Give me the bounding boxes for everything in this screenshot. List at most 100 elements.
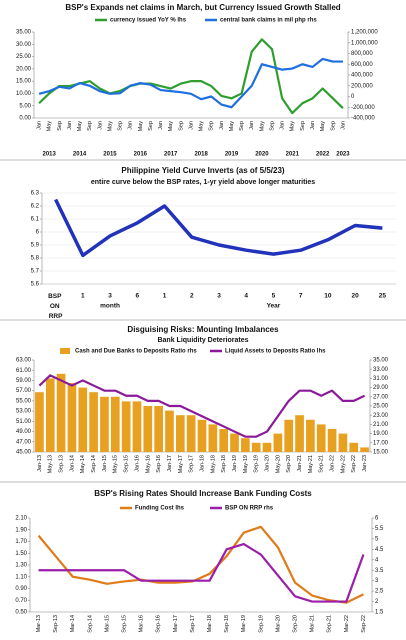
year-label: 2019 [225,152,239,158]
y-tick-label: 59.00 [16,378,32,384]
year-label: 2017 [164,152,178,158]
x-tick-label: May-14 [80,455,86,473]
x-tick-label: May-13 [48,455,54,473]
series-line [38,543,365,603]
bar [349,442,359,452]
bar [262,442,272,452]
x-tick-label: Jan [310,121,316,130]
y-tick-label: 35.00 [16,30,32,36]
y-tick-label: 61.00 [16,368,32,374]
series-line [38,374,366,438]
bar [56,373,66,452]
y-tick-label: 6.1 [31,217,40,223]
x-tick-label: Mar-22 [344,615,350,632]
x-tick-label: Mar-19 [241,615,247,632]
x-tick-label: May-20 [275,455,281,473]
group-label: Year [267,303,281,310]
year-label: 2022 [316,152,330,158]
x-tick-label: Sep-19 [254,455,260,473]
x-tick-label: Mar-14 [70,615,76,632]
x-tick-label: Mar-20 [275,615,281,632]
x-tick-label: Sep [57,121,63,131]
bar [67,383,77,452]
bar [208,424,218,452]
y-tick-label: 1.50 [15,551,27,557]
y2-tick-label: 600,000 [351,62,373,68]
bar [219,429,229,452]
x-tick-label: Sep-21 [319,455,325,473]
series-line [54,198,383,258]
x-tick-label: Sep [269,121,275,131]
x-tick-label: Sep-15 [122,615,128,633]
y-tick-label: 1.30 [15,563,27,569]
y-tick-label: 2.10 [15,516,27,522]
y-tick-label: 6.3 [31,191,40,197]
y2-tick-label: 35.00 [373,358,389,364]
bar [35,392,44,452]
group-label: month [100,303,120,310]
series-line [38,38,344,115]
bar [273,433,283,452]
bar [110,396,120,452]
bar [154,406,163,452]
x-tick-label: May [290,121,296,132]
chart-title: BSP's Expands net claims in March, but C… [65,3,340,12]
x-tick-label: Sep-14 [87,615,93,633]
y2-tick-label: 1,200,000 [351,30,378,36]
bar [316,424,326,452]
x-tick-label: Sep-18 [224,615,230,633]
y-tick-label: 5.00 [19,103,31,109]
chart-title: BSP's Rising Rates Should Increase Bank … [94,489,312,498]
x-tick-label: 2 [190,293,194,300]
bar [100,396,109,452]
x-tick-label: Mar-13 [36,615,42,632]
bar [132,401,142,452]
y2-tick-label: 17.00 [373,440,389,446]
y-tick-label: 6.2 [31,204,40,210]
legend-label: Funding Cost lhs [135,506,185,512]
bar [197,419,207,452]
x-tick-label: 20 [352,293,360,300]
bar [175,415,185,452]
x-tick-label: Jan-20 [264,455,270,472]
bar [230,433,239,452]
x-tick-label: BSP ON RRP [48,293,63,320]
y2-tick-label: 4.5 [375,547,384,553]
x-tick-label: Sep [148,121,154,131]
y2-tick-label: 31.00 [373,376,389,382]
x-tick-label: 6 [135,293,139,300]
x-tick-label: Jan-18 [199,455,205,472]
x-tick-label: Sep [330,121,336,131]
bar [143,406,153,452]
x-tick-label: 25 [379,293,387,300]
y-tick-label: 53.00 [16,409,32,415]
y2-tick-label: 1.5 [375,610,384,616]
y-tick-label: 5.8 [31,256,40,262]
year-label: 2013 [43,152,57,158]
x-tick-label: Sep-14 [91,455,97,473]
bar [338,433,348,452]
x-tick-label: May [199,121,205,132]
y2-tick-label: 3.5 [375,568,384,574]
x-tick-label: Sep-19 [258,615,264,633]
bar [165,410,174,452]
year-label: 2014 [73,152,87,158]
y-tick-label: 5.9 [31,243,40,249]
x-tick-label: Jan-17 [167,455,173,472]
y-tick-label: 20.00 [16,66,32,72]
x-tick-label: Sep [209,121,215,131]
y-tick-label: 6 [36,230,40,236]
x-tick-label: May [77,121,83,132]
y2-tick-label: 27.00 [373,394,389,400]
x-tick-label: Sep-15 [124,455,130,473]
y-tick-label: 47.00 [16,439,32,445]
x-tick-label: Sep-17 [190,615,196,633]
x-tick-label: Sep [87,121,93,131]
legend-swatch [60,348,70,354]
x-tick-label: Sep [300,121,306,131]
x-tick-label: Jan [37,121,43,130]
legend-label: currency issued YoY % lhs [110,18,187,24]
x-tick-label: May-17 [178,455,184,473]
x-tick-label: Sep-17 [189,455,195,473]
